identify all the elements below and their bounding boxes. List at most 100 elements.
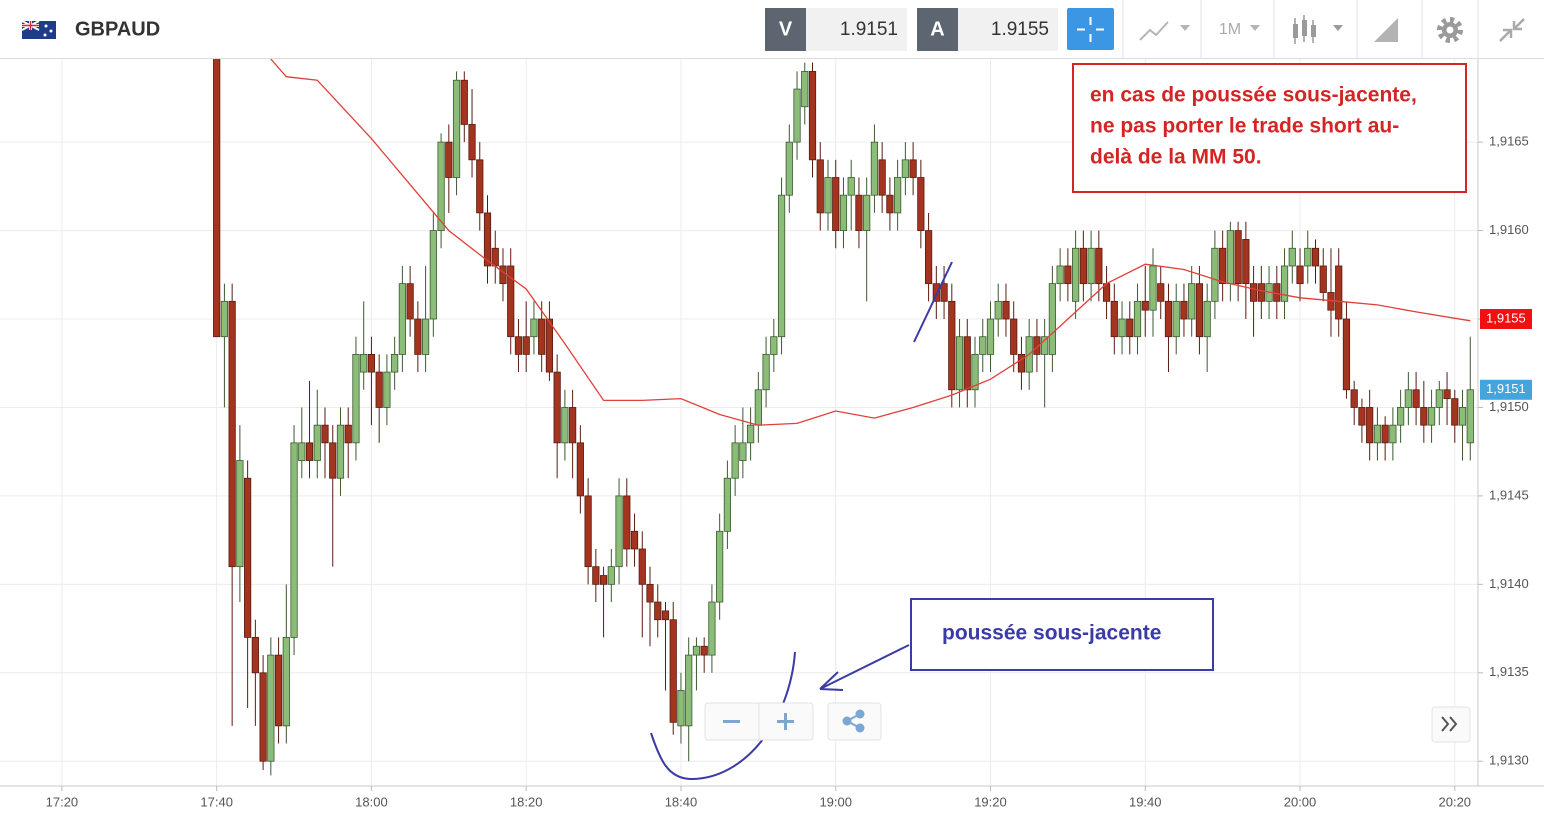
x-tick-label: 17:40 <box>200 794 233 809</box>
sell-button[interactable] <box>765 8 806 51</box>
candle-body <box>770 336 778 355</box>
candle-body <box>1087 247 1095 285</box>
candle-body <box>692 645 701 656</box>
candle-body <box>352 353 360 444</box>
candle-body <box>785 141 793 196</box>
candle-body <box>282 637 290 727</box>
x-tick-label: 20:00 <box>1284 794 1317 809</box>
candle-body <box>863 194 871 231</box>
candle-body <box>468 124 476 161</box>
candle-body <box>716 530 724 603</box>
candle-body <box>584 495 592 568</box>
crosshair-button[interactable] <box>1067 8 1114 50</box>
candle-body <box>615 495 623 568</box>
candle-body <box>1427 407 1436 426</box>
chart-type-button[interactable] <box>1139 21 1190 41</box>
moving-average <box>270 59 1471 426</box>
settings-button[interactable] <box>1437 17 1463 43</box>
candle-body <box>321 424 329 444</box>
hand-drawing <box>650 261 953 781</box>
candle-body <box>1404 389 1412 408</box>
candle-body <box>1219 247 1227 285</box>
candle-body <box>1126 318 1134 338</box>
candle-body <box>313 424 321 461</box>
candle-body <box>1118 318 1126 338</box>
candle-body <box>1389 424 1397 444</box>
candle-body <box>971 353 979 391</box>
candle-body <box>1412 389 1420 408</box>
y-tick-label: 1,9165 <box>1489 134 1529 149</box>
candle-body <box>553 371 561 444</box>
symbol: GBPAUD <box>75 18 160 40</box>
candle-body <box>669 619 677 723</box>
candle-body <box>1133 300 1142 338</box>
candle-body <box>855 194 863 231</box>
candle-body <box>909 159 917 178</box>
candle-body <box>1041 336 1049 355</box>
x-tick-label: 20:20 <box>1439 794 1472 809</box>
y-tick-label: 1,9150 <box>1489 399 1529 414</box>
candle-body <box>329 442 337 479</box>
candle-body <box>305 442 314 461</box>
candle-body <box>723 477 731 532</box>
candle-body <box>499 265 507 285</box>
buy-button[interactable] <box>917 8 958 51</box>
candle-body <box>963 336 971 391</box>
candle-body <box>491 247 499 267</box>
sell-price: 1.9151 <box>840 19 898 40</box>
buy-price-box[interactable] <box>958 8 1058 51</box>
toolbar: GBPAUD V 1.9151 A 1.9155 1M <box>0 0 1544 59</box>
candle-body <box>894 177 902 214</box>
candle-body <box>228 300 236 568</box>
candle-body <box>1311 247 1320 267</box>
candle-body <box>1458 407 1467 426</box>
candle-body <box>360 353 368 373</box>
candle-body <box>994 300 1002 320</box>
candle-body <box>1358 407 1366 426</box>
candle-body <box>747 424 755 444</box>
timeframe[interactable]: 1M <box>1219 21 1241 38</box>
candle-type-button[interactable] <box>1293 15 1343 44</box>
candle-body <box>522 336 530 355</box>
candle-body <box>870 141 879 196</box>
x-tick-label: 18:40 <box>665 794 698 809</box>
candle-body <box>739 442 747 461</box>
candle-body <box>259 672 267 762</box>
zoom-in-button[interactable] <box>777 713 794 730</box>
candle-body <box>1257 283 1265 302</box>
collapse-button[interactable] <box>1499 18 1525 42</box>
candle-body <box>979 336 987 355</box>
candle-body <box>901 159 909 178</box>
candle-body <box>986 318 995 355</box>
annotation-text: ne pas porter le trade short au- <box>1090 115 1399 138</box>
candle-body <box>924 230 933 285</box>
timeframe-caret <box>1250 25 1260 31</box>
candle-body <box>623 495 631 550</box>
candle-body <box>1203 300 1211 338</box>
candle-body <box>1048 283 1056 355</box>
share-button[interactable] <box>842 709 865 733</box>
candle-body <box>1373 424 1382 444</box>
zoom-controls <box>704 702 1471 743</box>
candle-body <box>1010 318 1018 355</box>
candle-body <box>1149 265 1157 311</box>
candle-body <box>1288 247 1296 267</box>
sell-price-box[interactable] <box>806 8 907 51</box>
draw-tool-button[interactable] <box>1374 18 1398 42</box>
candle-body <box>367 353 376 373</box>
y-tick-label: 1,9160 <box>1489 222 1529 237</box>
candle-body <box>1079 247 1087 285</box>
candle-body <box>298 442 306 461</box>
candle-body <box>569 407 577 444</box>
candle-body <box>452 79 461 178</box>
candle-body <box>1335 265 1343 320</box>
candle-body <box>1226 230 1234 285</box>
candle-body <box>808 70 817 161</box>
scroll-end-button[interactable] <box>1441 716 1458 732</box>
candle-body <box>1249 283 1258 302</box>
candle-body <box>777 194 786 338</box>
crosshair-icon <box>1077 17 1104 42</box>
candle-body <box>561 407 569 444</box>
candle-body <box>677 690 685 727</box>
candle-body <box>1319 265 1327 293</box>
